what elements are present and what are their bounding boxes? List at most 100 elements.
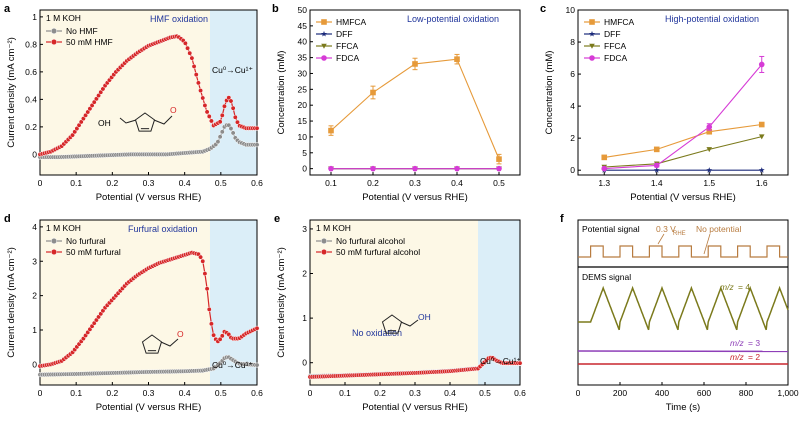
- series-50-mm-furfural-alcohol: [307, 355, 523, 380]
- legend-marker: [50, 38, 58, 46]
- data-point: [758, 61, 765, 68]
- y-tick-label: 50: [298, 5, 308, 15]
- y-tick-label: 6: [570, 69, 575, 79]
- series-line: [604, 64, 763, 170]
- x-axis-label: Potential (V versus RHE): [96, 402, 202, 413]
- data-point: [254, 142, 260, 148]
- y-tick-label: 3: [302, 224, 307, 234]
- data-point: [758, 121, 765, 128]
- chart-title: No oxidation: [352, 328, 402, 338]
- potential-value-label: 0.3 V: [656, 224, 676, 234]
- data-point: [200, 95, 206, 101]
- x-tick-label: 800: [739, 388, 753, 398]
- data-point: [219, 129, 225, 135]
- chart-title: HMF oxidation: [150, 14, 208, 24]
- series-hmfca: [328, 53, 502, 165]
- data-point: [219, 112, 225, 118]
- data-point: [653, 146, 660, 153]
- data-point: [187, 50, 193, 56]
- x-tick-label: 0: [308, 388, 313, 398]
- plot-frame: [577, 219, 789, 386]
- x-tick-label: 0.2: [106, 388, 118, 398]
- panel-label: d: [4, 213, 11, 225]
- potential-subscript: RHE: [673, 231, 686, 237]
- y-tick-label: 0.4: [25, 94, 37, 104]
- furan-ring: [134, 112, 156, 132]
- y-tick-label: 0: [570, 165, 575, 175]
- y-tick-label: 1: [32, 325, 37, 335]
- legend-label: FFCA: [604, 41, 627, 51]
- redox-label: Cu⁰→Cu¹⁺: [212, 360, 253, 370]
- bond: [153, 115, 173, 125]
- series-label-prefix: m/z: [730, 338, 744, 348]
- legend-label: DFF: [604, 29, 621, 39]
- furfural-molecule: O: [141, 329, 184, 354]
- x-tick-label: 0: [576, 388, 581, 398]
- x-tick-label: 0.4: [444, 388, 456, 398]
- x-tick-label: 0.6: [514, 388, 526, 398]
- data-point: [206, 306, 212, 312]
- y-tick-label: 20: [298, 100, 308, 110]
- series-dff: [601, 167, 765, 173]
- legend-label: DFF: [336, 29, 353, 39]
- y-tick-label: 35: [298, 53, 308, 63]
- y-tick-label: 2: [302, 269, 307, 279]
- x-tick-label: 0.2: [374, 388, 386, 398]
- data-point: [215, 139, 221, 145]
- x-tick-label: 1.5: [703, 178, 715, 188]
- legend-label: FDCA: [336, 53, 359, 63]
- hydroxyl-label: OH: [98, 118, 111, 128]
- x-tick-label: 0.6: [251, 388, 263, 398]
- y-tick-label: 0.6: [25, 67, 37, 77]
- data-point: [228, 126, 234, 131]
- y-tick-label: 10: [566, 5, 576, 15]
- x-tick-label: 0.6: [251, 178, 263, 188]
- x-tick-label: 0.1: [339, 388, 351, 398]
- data-point: [185, 45, 191, 51]
- legend-marker: [320, 248, 328, 256]
- x-tick-label: 0.4: [451, 178, 463, 188]
- hmf-molecule: OH O: [98, 105, 177, 132]
- series-line: [604, 136, 762, 168]
- x-axis-label: Potential (V versus RHE): [630, 192, 736, 203]
- data-point: [321, 30, 327, 37]
- data-point: [589, 43, 595, 49]
- x-tick-label: 600: [697, 388, 711, 398]
- redox-label: Cu⁰→Cu¹⁺: [212, 65, 253, 75]
- data-point: [198, 88, 204, 94]
- furan-ring: [381, 314, 403, 334]
- x-tick-label: 0.1: [70, 178, 82, 188]
- data-point: [412, 165, 418, 172]
- series-no-furfural: [37, 354, 260, 378]
- series-line: [330, 58, 500, 160]
- x-tick-label: 0.1: [70, 388, 82, 398]
- shading-high: [209, 220, 257, 385]
- y-tick-label: 40: [298, 37, 308, 47]
- x-tick-label: 0.3: [409, 388, 421, 398]
- shading-high: [209, 10, 257, 175]
- oxygen-label: O: [170, 105, 177, 115]
- y-tick-label: 0: [32, 359, 37, 369]
- data-point: [321, 43, 327, 49]
- shading-low: [310, 220, 478, 385]
- data-point: [198, 254, 204, 260]
- data-point: [653, 167, 660, 173]
- data-point: [189, 55, 195, 61]
- electrolyte-label: 1 M KOH: [316, 223, 351, 233]
- furfuryl-alcohol-molecule: OH: [381, 312, 431, 334]
- data-point: [217, 134, 223, 140]
- data-point: [206, 113, 212, 119]
- x-tick-label: 0.5: [493, 178, 505, 188]
- legend-label: HMFCA: [336, 17, 367, 27]
- data-point: [254, 125, 260, 131]
- legend-marker: [50, 237, 58, 245]
- data-point: [230, 130, 236, 136]
- annotation-arrow: [657, 233, 665, 245]
- x-tick-label: 0.2: [367, 178, 379, 188]
- x-tick-label: 0.4: [179, 178, 191, 188]
- x-tick-label: 0: [38, 388, 43, 398]
- data-point: [208, 118, 214, 124]
- data-point: [217, 119, 223, 125]
- panel-c: 1.3 1.4 1.5 1.6 Potential (V versus RHE) 0 2 4 6…: [540, 3, 789, 203]
- annotation-arrow: [703, 233, 711, 255]
